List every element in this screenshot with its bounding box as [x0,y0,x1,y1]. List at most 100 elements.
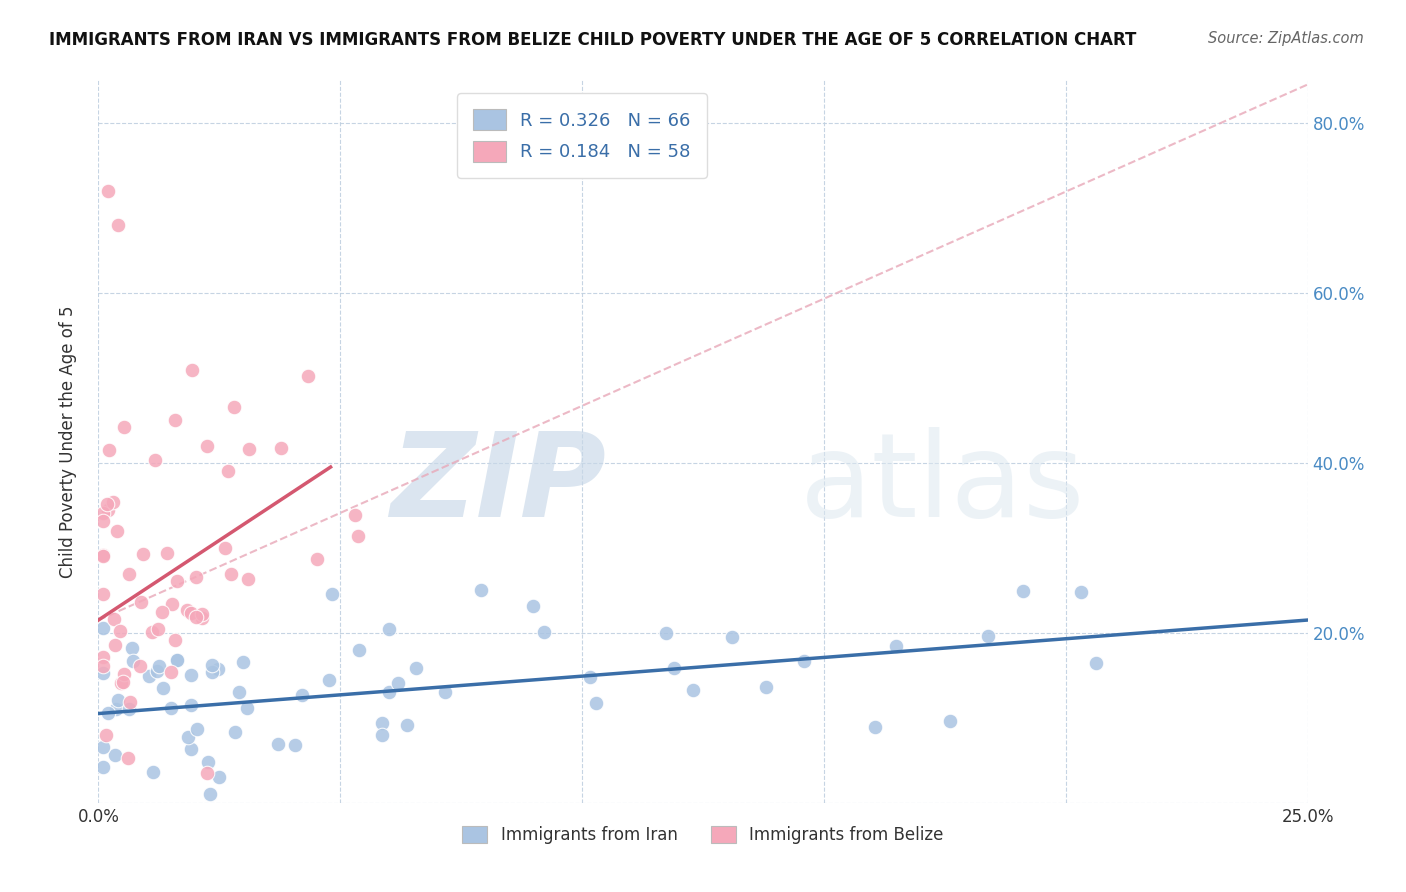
Point [186,610,208,624]
Point [214,541,236,555]
Point [232,656,254,670]
Point [110,676,132,690]
Point [112,667,135,681]
Point [793,654,815,668]
Y-axis label: Child Poverty Under the Age of 5: Child Poverty Under the Age of 5 [59,305,77,578]
Point [865,720,887,734]
Point [191,607,214,621]
Point [347,529,370,543]
Point [405,660,427,674]
Point [118,702,141,716]
Point [159,665,181,679]
Point [236,701,259,715]
Text: IMMIGRANTS FROM IRAN VS IMMIGRANTS FROM BELIZE CHILD POVERTY UNDER THE AGE OF 5 : IMMIGRANTS FROM IRAN VS IMMIGRANTS FROM … [49,31,1136,49]
Point [145,453,167,467]
Point [208,770,231,784]
Point [141,624,163,639]
Point [522,599,544,613]
Point [318,673,340,688]
Point [91,548,114,562]
Point [180,606,202,620]
Point [579,670,602,684]
Point [585,696,607,710]
Point [98,442,121,457]
Point [96,728,118,742]
Point [224,725,246,739]
Point [378,685,401,699]
Point [347,643,370,657]
Point [721,630,744,644]
Point [1012,583,1035,598]
Point [186,569,208,583]
Point [682,683,704,698]
Point [152,681,174,696]
Point [91,587,114,601]
Point [884,640,907,654]
Point [654,625,676,640]
Point [939,714,962,728]
Point [91,549,114,563]
Point [91,665,114,680]
Point [297,369,319,384]
Point [150,605,173,619]
Point [370,715,392,730]
Point [163,413,186,427]
Point [228,685,250,699]
Point [96,497,118,511]
Point [217,464,239,478]
Point [91,760,114,774]
Point [112,420,135,434]
Point [266,738,288,752]
Point [396,717,419,731]
Legend: Immigrants from Iran, Immigrants from Belize: Immigrants from Iran, Immigrants from Be… [454,817,952,852]
Point [662,661,685,675]
Point [197,755,219,769]
Point [201,658,224,673]
Point [1070,584,1092,599]
Point [533,625,555,640]
Point [91,659,114,673]
Point [91,514,114,528]
Point [186,723,208,737]
Point [121,640,143,655]
Point [91,740,114,755]
Point [118,566,141,581]
Point [108,624,131,638]
Point [163,632,186,647]
Point [166,574,188,589]
Text: Source: ZipAtlas.com: Source: ZipAtlas.com [1208,31,1364,46]
Point [97,706,120,721]
Point [180,742,202,756]
Point [977,629,1000,643]
Point [191,611,214,625]
Point [146,623,169,637]
Point [142,764,165,779]
Point [176,603,198,617]
Point [104,748,127,763]
Point [344,508,367,522]
Point [195,439,218,453]
Point [180,362,202,376]
Point [221,567,243,582]
Point [146,664,169,678]
Point [387,676,409,690]
Point [129,659,152,673]
Point [307,551,329,566]
Point [166,653,188,667]
Point [120,695,142,709]
Point [91,506,114,520]
Point [166,653,188,667]
Point [370,728,392,742]
Point [138,669,160,683]
Point [104,638,127,652]
Point [121,654,143,668]
Point [97,503,120,517]
Point [160,597,183,611]
Point [1085,656,1108,670]
Point [378,622,401,636]
Point [101,495,124,509]
Point [224,400,246,414]
Point [105,524,128,538]
Point [91,621,114,635]
Point [755,680,778,694]
